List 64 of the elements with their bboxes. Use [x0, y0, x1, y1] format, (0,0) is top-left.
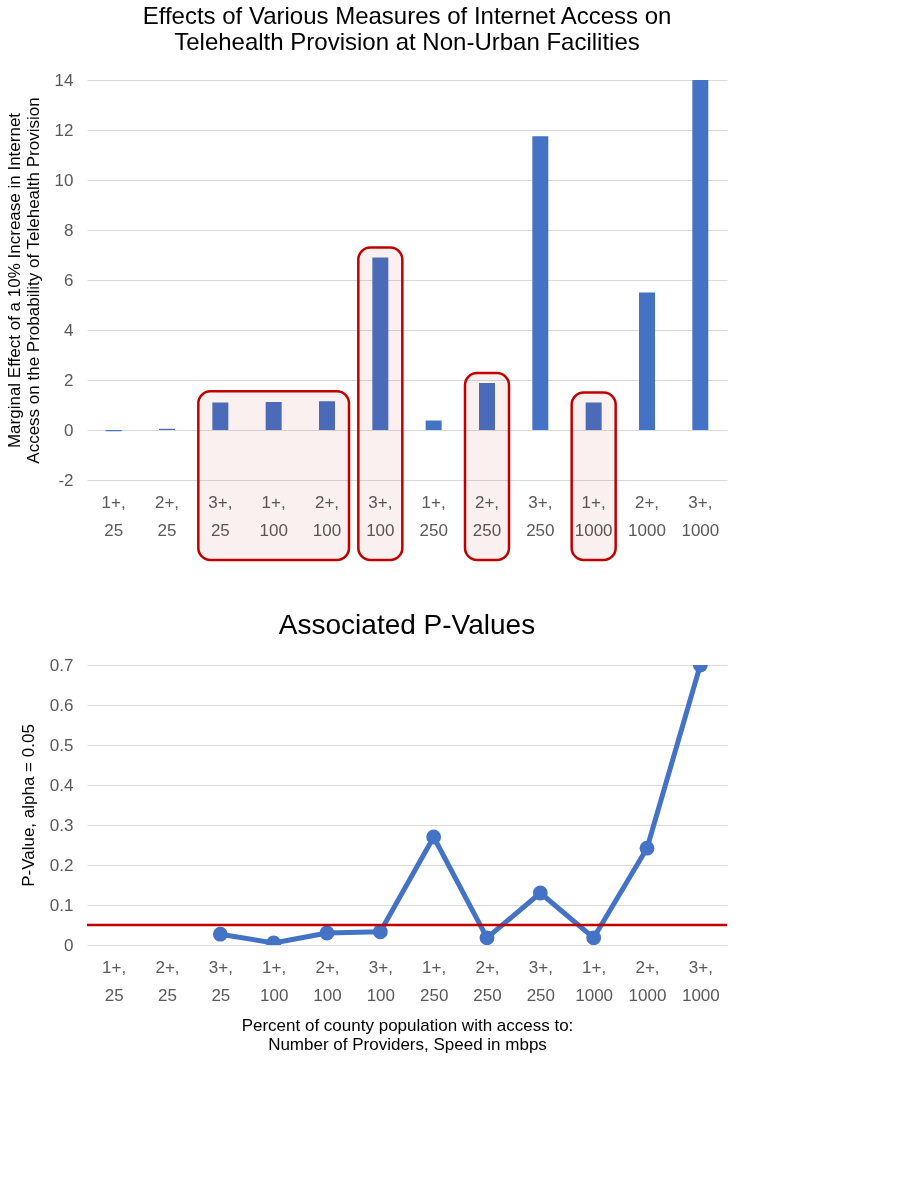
- y-tick-label: 0: [64, 935, 74, 955]
- point: [479, 930, 495, 945]
- y-tick-label: 4: [64, 320, 74, 340]
- bar: [425, 420, 442, 430]
- y-tick-label: 0.7: [49, 655, 74, 675]
- bar: [479, 383, 495, 430]
- y-tick-label: 0.4: [49, 775, 74, 795]
- x-tick-label: 1+, 25: [102, 957, 127, 1005]
- point: [319, 925, 335, 941]
- y-tick-label: 0.5: [49, 735, 74, 755]
- y-tick-label: 2: [64, 370, 74, 390]
- point: [212, 926, 228, 942]
- x-tick-label: 1+, 250: [419, 492, 448, 540]
- y-tick-label: 0.6: [49, 695, 74, 715]
- x-tick-label: 2+, 25: [155, 957, 180, 1005]
- x-tick-label: 1+, 1000: [575, 957, 614, 1005]
- x-tick-label: 3+, 1000: [681, 957, 720, 1005]
- y-tick-label: 0.3: [49, 815, 74, 835]
- point: [532, 885, 548, 901]
- point: [639, 840, 655, 856]
- bar: [265, 402, 282, 430]
- x-tick-label: 1+, 250: [419, 957, 449, 1005]
- x-tick-label: 3+, 100: [366, 957, 396, 1005]
- x-tick-label: 2+, 250: [472, 492, 502, 540]
- point: [586, 930, 602, 945]
- y-tick-label: 10: [54, 170, 74, 190]
- x-tick-label: 3+, 100: [366, 492, 395, 540]
- bar: [532, 136, 549, 430]
- x-tick-label: 2+, 100: [313, 957, 342, 1005]
- x-tick-label: 2+, 250: [473, 957, 502, 1005]
- y-tick-label: 6: [64, 270, 74, 290]
- x-tick-label: 1+, 1000: [574, 492, 613, 540]
- y-axis-title: P-Value, alpha = 0.05: [18, 724, 38, 887]
- bar: [639, 292, 655, 430]
- x-tick-label: 2+, 100: [312, 492, 342, 540]
- x-tick-label: 2+, 1000: [628, 492, 666, 540]
- x-tick-label: 1+, 100: [259, 492, 288, 540]
- y-tick-label: -2: [58, 470, 74, 490]
- y-axis-title: Marginal Effect of a 10% Increase in Internet Access on the Probability of Telehealth Provision: [4, 97, 43, 464]
- y-tick-label: 14: [54, 70, 74, 90]
- chart-title: Associated P-Values: [278, 609, 536, 640]
- y-tick-label: 12: [54, 120, 74, 140]
- x-tick-label: 3+, 25: [208, 957, 233, 1005]
- point: [426, 829, 442, 845]
- bar: [585, 402, 602, 430]
- chart-title: Effects of Various Measures of Internet Access on Telehealth Provision at Non-Urban Facilities: [142, 2, 672, 55]
- x-tick-label: 2+, 1000: [628, 957, 667, 1005]
- y-tick-label: 8: [64, 220, 74, 240]
- bar: [692, 80, 709, 430]
- bar: [372, 257, 389, 430]
- x-axis-title: Percent of county population with access to: Number of Providers, Speed in mbps: [241, 1015, 574, 1054]
- point: [372, 924, 388, 940]
- y-tick-label: 0.1: [49, 895, 74, 915]
- x-tick-label: 2+, 25: [154, 492, 180, 540]
- x-tick-label: 3+, 1000: [681, 492, 720, 540]
- x-tick-label: 1+, 100: [259, 957, 289, 1005]
- bar: [212, 402, 229, 430]
- x-tick-label: 3+, 250: [526, 957, 556, 1005]
- bar: [319, 401, 335, 430]
- x-tick-label: 3+, 250: [526, 492, 555, 540]
- y-tick-label: 0.2: [49, 855, 74, 875]
- x-tick-label: 1+, 25: [101, 492, 126, 540]
- y-tick-label: 0: [64, 420, 74, 440]
- x-tick-label: 3+, 25: [208, 492, 233, 540]
